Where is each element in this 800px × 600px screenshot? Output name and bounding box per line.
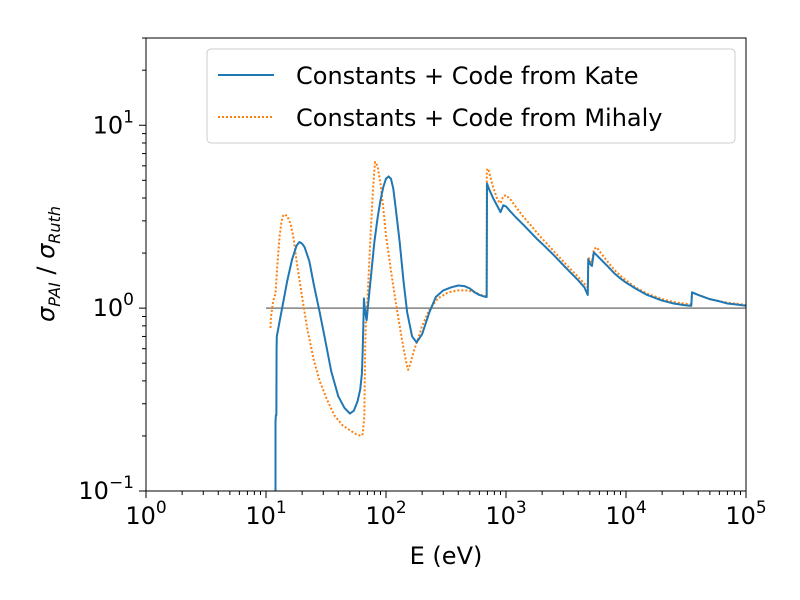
y-axis-label: σPAI / σRuth bbox=[32, 206, 64, 322]
x-tick-label-base: 10 bbox=[725, 502, 756, 530]
series-line-kate bbox=[274, 175, 747, 491]
y-label-separator: / bbox=[32, 259, 60, 282]
x-tick-label: 101 bbox=[245, 498, 286, 530]
legend: Constants + Code from Kate Constants + C… bbox=[206, 48, 736, 144]
x-tick-label-base: 10 bbox=[605, 502, 636, 530]
x-axis-label: E (eV) bbox=[410, 542, 483, 570]
x-tick-label-exp: 0 bbox=[156, 498, 167, 518]
y-label-sigma-2: σ bbox=[32, 243, 60, 259]
x-tick-label-base: 10 bbox=[485, 502, 516, 530]
y-tick-label-exp: 1 bbox=[123, 107, 134, 127]
x-tick-label: 105 bbox=[725, 498, 766, 530]
series-group bbox=[269, 160, 747, 491]
y-tick-label: 100 bbox=[93, 290, 134, 322]
x-tick-label-exp: 1 bbox=[276, 498, 287, 518]
x-axis-ticks: 100 101 102 103 104 105 bbox=[125, 491, 767, 530]
x-tick-label-exp: 5 bbox=[756, 498, 767, 518]
y-tick-label: 10−1 bbox=[78, 473, 134, 505]
series-line-mihaly bbox=[269, 160, 747, 437]
y-label-sub-1: PAI bbox=[45, 282, 64, 307]
y-tick-label-base: 10 bbox=[93, 111, 124, 139]
y-label-sigma-1: σ bbox=[32, 306, 60, 322]
y-tick-label-base: 10 bbox=[78, 477, 109, 505]
x-tick-label-base: 10 bbox=[365, 502, 396, 530]
x-tick-label: 104 bbox=[605, 498, 646, 530]
y-tick-label-exp: 0 bbox=[123, 290, 134, 310]
x-tick-label-exp: 3 bbox=[516, 498, 527, 518]
legend-label-mihaly: Constants + Code from Mihaly bbox=[296, 104, 662, 132]
y-tick-label-base: 10 bbox=[93, 294, 124, 322]
y-label-sub-2: Ruth bbox=[45, 206, 64, 244]
x-tick-label: 102 bbox=[365, 498, 406, 530]
x-tick-label-base: 10 bbox=[245, 502, 276, 530]
legend-box bbox=[206, 48, 736, 144]
axes-frame bbox=[145, 37, 747, 492]
legend-label-kate: Constants + Code from Kate bbox=[296, 62, 639, 90]
y-tick-label-exp: −1 bbox=[109, 473, 134, 493]
x-tick-label-exp: 2 bbox=[396, 498, 407, 518]
x-tick-label-exp: 4 bbox=[636, 498, 647, 518]
x-tick-label: 100 bbox=[125, 498, 166, 530]
x-tick-label-base: 10 bbox=[125, 502, 156, 530]
y-tick-label: 101 bbox=[93, 107, 134, 139]
x-tick-label: 103 bbox=[485, 498, 526, 530]
